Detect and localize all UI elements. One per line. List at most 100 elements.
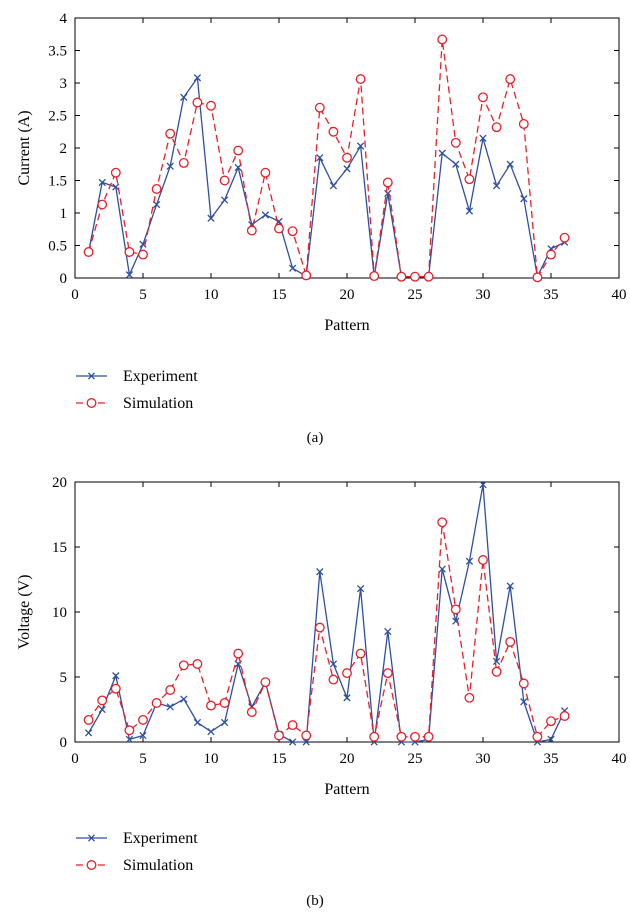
y-tick-label: 10 bbox=[52, 605, 67, 621]
panel-label: (b) bbox=[306, 893, 324, 909]
data-point-circle-marker bbox=[437, 517, 448, 528]
data-point-circle-marker bbox=[464, 692, 475, 703]
data-point-x-marker bbox=[520, 698, 528, 706]
data-point-circle-marker bbox=[138, 249, 148, 260]
chart-panel-b: 0 5 10 15 20 25 30 35 40 0 5 10 15 20 Pattern Voltage (… bbox=[16, 475, 627, 909]
data-point-circle-marker bbox=[437, 34, 448, 45]
data-point-x-marker bbox=[384, 627, 392, 636]
series-simulation bbox=[83, 517, 570, 742]
data-point-circle-marker bbox=[328, 126, 339, 137]
data-point-circle-marker bbox=[233, 648, 244, 659]
data-point-circle-marker bbox=[233, 145, 244, 156]
data-point-circle-marker bbox=[450, 604, 461, 615]
x-tick-label: 25 bbox=[408, 287, 423, 303]
data-point-circle-marker bbox=[450, 137, 461, 148]
data-point-circle-marker bbox=[274, 730, 284, 741]
legend-marker bbox=[86, 398, 97, 408]
data-point-circle-marker bbox=[491, 122, 502, 133]
data-point-x-marker bbox=[193, 718, 202, 727]
series-experiment bbox=[84, 480, 569, 746]
y-tick-label: 3 bbox=[60, 76, 68, 92]
data-point-circle-marker bbox=[192, 97, 203, 108]
data-point-x-marker bbox=[98, 178, 106, 187]
data-point-x-marker bbox=[329, 660, 338, 668]
data-point-x-marker bbox=[316, 568, 324, 576]
data-point-circle-marker bbox=[559, 232, 570, 243]
data-point-x-marker bbox=[343, 694, 351, 702]
x-tick-label: 25 bbox=[408, 751, 423, 767]
series-line-experiment bbox=[88, 484, 566, 743]
legend-marker bbox=[88, 372, 95, 380]
data-point-x-marker bbox=[438, 565, 446, 573]
data-point-x-marker bbox=[288, 264, 297, 272]
series-line-simulation bbox=[88, 522, 565, 739]
data-point-circle-marker bbox=[260, 677, 271, 688]
data-point-circle-marker bbox=[518, 678, 529, 689]
plot-frame bbox=[74, 17, 620, 279]
data-point-circle-marker bbox=[410, 731, 420, 742]
series-experiment bbox=[84, 74, 569, 281]
data-point-x-marker bbox=[438, 149, 446, 157]
data-point-circle-marker bbox=[505, 74, 516, 85]
x-axis-title: Pattern bbox=[324, 781, 369, 798]
y-tick-label: 5 bbox=[60, 670, 68, 686]
data-point-circle-marker bbox=[423, 271, 434, 282]
data-point-x-marker bbox=[492, 182, 501, 190]
x-tick-label: 40 bbox=[612, 287, 627, 303]
data-point-x-marker bbox=[125, 271, 134, 279]
data-point-circle-marker bbox=[546, 716, 556, 727]
data-point-x-marker bbox=[166, 703, 174, 711]
data-point-x-marker bbox=[207, 214, 215, 222]
data-point-x-marker bbox=[356, 142, 365, 150]
legend: Experiment Simulation bbox=[76, 368, 198, 412]
data-point-x-marker bbox=[288, 738, 297, 746]
data-point-x-marker bbox=[220, 718, 229, 727]
data-point-x-marker bbox=[152, 200, 161, 209]
data-point-circle-marker bbox=[478, 555, 488, 565]
data-point-circle-marker bbox=[192, 659, 203, 669]
data-point-x-marker bbox=[84, 729, 93, 737]
data-point-circle-marker bbox=[97, 199, 108, 210]
data-point-circle-marker bbox=[396, 271, 407, 282]
data-point-circle-marker bbox=[342, 152, 352, 163]
data-point-circle-marker bbox=[110, 683, 121, 694]
data-point-circle-marker bbox=[151, 183, 162, 194]
y-tick-label: 3.5 bbox=[48, 44, 67, 60]
data-point-x-marker bbox=[506, 582, 514, 590]
legend-marker bbox=[88, 834, 95, 842]
y-axis-title: Voltage (V) bbox=[16, 575, 33, 650]
data-point-circle-marker bbox=[532, 731, 543, 742]
legend: Experiment Simulation bbox=[76, 830, 198, 874]
x-tick-label: 15 bbox=[272, 751, 287, 767]
data-point-circle-marker bbox=[478, 92, 488, 103]
data-point-circle-marker bbox=[219, 175, 230, 186]
data-point-circle-marker bbox=[410, 271, 420, 282]
data-point-circle-marker bbox=[301, 730, 312, 741]
data-point-circle-marker bbox=[355, 74, 366, 85]
series-line-simulation bbox=[87, 39, 566, 280]
data-point-circle-marker bbox=[110, 167, 121, 178]
data-point-circle-marker bbox=[505, 636, 516, 647]
data-point-x-marker bbox=[356, 584, 365, 593]
data-point-x-marker bbox=[261, 211, 270, 219]
data-point-circle-marker bbox=[314, 622, 325, 633]
data-point-x-marker bbox=[465, 207, 474, 215]
data-point-circle-marker bbox=[328, 674, 339, 685]
data-point-x-marker bbox=[492, 657, 501, 666]
data-point-circle-marker bbox=[97, 695, 108, 706]
data-point-circle-marker bbox=[165, 685, 176, 695]
data-point-x-marker bbox=[329, 182, 338, 190]
data-point-x-marker bbox=[452, 160, 460, 168]
x-tick-label: 20 bbox=[340, 751, 355, 767]
x-tick-label: 0 bbox=[71, 751, 79, 767]
legend-label-simulation: Simulation bbox=[123, 395, 193, 412]
x-tick-label: 30 bbox=[476, 287, 491, 303]
x-tick-label: 5 bbox=[139, 751, 147, 767]
x-tick-label: 15 bbox=[272, 287, 287, 303]
y-tick-label: 1.5 bbox=[48, 174, 67, 190]
data-point-circle-marker bbox=[287, 226, 298, 237]
data-point-circle-marker bbox=[355, 648, 366, 659]
data-point-circle-marker bbox=[518, 118, 529, 129]
data-point-x-marker bbox=[316, 154, 324, 162]
